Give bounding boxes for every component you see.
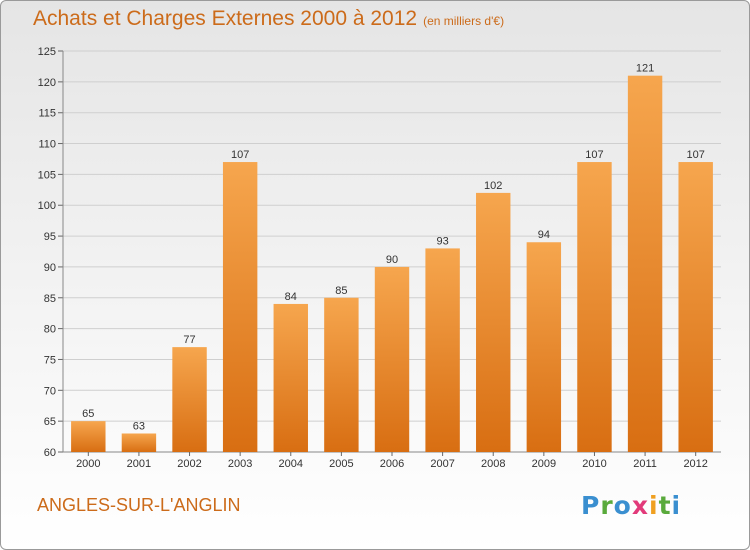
logo-letter: o xyxy=(613,491,632,520)
y-tick-label: 110 xyxy=(38,139,56,151)
x-tick-label: 2009 xyxy=(532,458,556,470)
bar xyxy=(324,297,359,452)
bar xyxy=(425,248,460,452)
proxiti-logo: Proxiti xyxy=(581,491,681,520)
data-label: 90 xyxy=(386,254,398,266)
y-tick-label: 105 xyxy=(38,169,56,181)
y-tick-label: 80 xyxy=(44,324,56,336)
y-tick-label: 120 xyxy=(38,77,56,89)
chart-subtitle: (en milliers d'€) xyxy=(423,14,505,28)
y-tick-label: 125 xyxy=(38,46,56,58)
y-tick-label: 75 xyxy=(44,354,56,366)
bar xyxy=(476,192,511,452)
y-tick-label: 70 xyxy=(44,385,56,397)
x-tick-label: 2003 xyxy=(228,458,252,470)
data-label: 77 xyxy=(183,334,195,346)
x-tick-label: 2008 xyxy=(481,458,505,470)
logo-letter: P xyxy=(581,491,601,520)
x-tick-label: 2010 xyxy=(582,458,606,470)
bar xyxy=(526,242,562,452)
data-label: 94 xyxy=(538,229,550,241)
y-tick-label: 90 xyxy=(44,262,56,274)
logo-letter: i xyxy=(671,491,682,520)
logo-letter: t xyxy=(658,491,672,520)
chart-title: Achats et Charges Externes 2000 à 2012 (e… xyxy=(33,7,504,31)
y-tick-label: 60 xyxy=(44,447,56,459)
data-label: 85 xyxy=(335,285,347,297)
bar xyxy=(71,421,106,452)
logo-letter: x xyxy=(631,491,649,520)
bar xyxy=(374,266,410,452)
x-tick-label: 2011 xyxy=(633,458,657,470)
data-label: 65 xyxy=(82,408,94,420)
data-label: 107 xyxy=(231,149,249,161)
x-tick-label: 2001 xyxy=(127,458,151,470)
data-label: 107 xyxy=(585,149,603,161)
x-tick-label: 2006 xyxy=(380,458,404,470)
x-tick-label: 2000 xyxy=(76,458,100,470)
bar xyxy=(678,162,713,453)
bar xyxy=(222,162,258,453)
data-label: 84 xyxy=(285,291,297,303)
x-tick-label: 2012 xyxy=(683,458,707,470)
chart-title-text: Achats et Charges Externes 2000 à 2012 xyxy=(33,7,418,30)
commune-name: ANGLES-SUR-L'ANGLIN xyxy=(37,495,241,515)
x-tick-label: 2004 xyxy=(279,458,303,470)
bar xyxy=(273,303,308,452)
x-tick-label: 2007 xyxy=(430,458,454,470)
data-label: 63 xyxy=(133,420,145,432)
x-tick-label: 2005 xyxy=(329,458,353,470)
bar xyxy=(577,162,612,453)
y-tick-label: 100 xyxy=(38,200,56,212)
bar xyxy=(627,75,663,452)
bar xyxy=(121,433,157,452)
logo-letter: i xyxy=(649,491,659,520)
x-tick-label: 2002 xyxy=(177,458,201,470)
data-label: 102 xyxy=(484,180,502,192)
data-label: 121 xyxy=(636,63,654,75)
y-tick-label: 65 xyxy=(44,416,56,428)
y-tick-label: 115 xyxy=(38,108,56,120)
y-tick-label: 85 xyxy=(44,293,56,305)
bar xyxy=(172,347,207,452)
data-label: 93 xyxy=(436,235,448,247)
data-label: 107 xyxy=(687,149,705,161)
logo-letter: r xyxy=(600,491,614,520)
y-tick-label: 95 xyxy=(44,231,56,243)
